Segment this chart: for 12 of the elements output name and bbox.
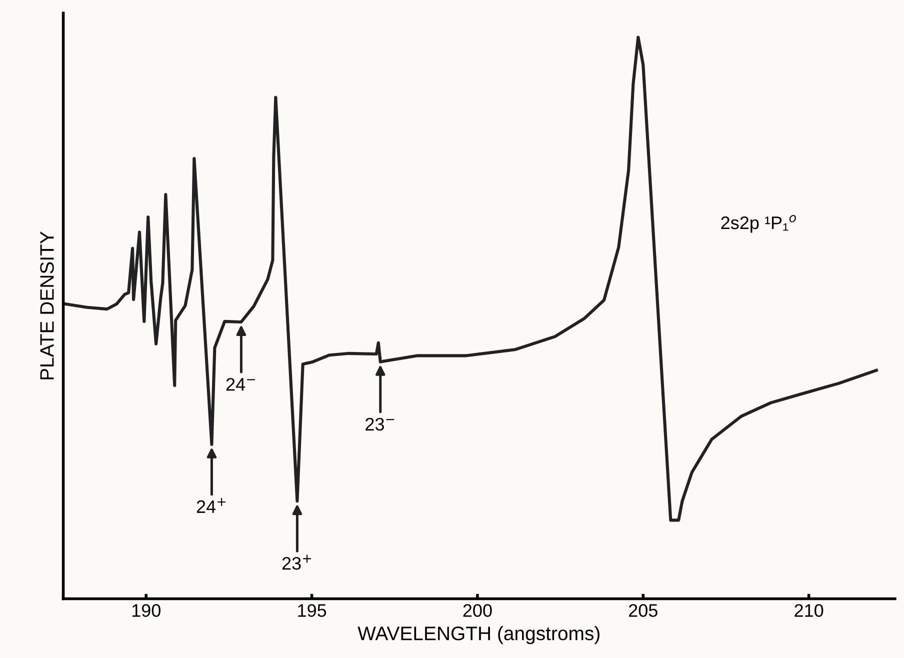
x-tick-label: 205 bbox=[628, 604, 658, 617]
x-tick-label: 195 bbox=[298, 604, 326, 617]
annotation: 23$^{−}$ bbox=[366, 418, 394, 431]
annotation: 2s2p ¹P₁$^{o}$ bbox=[721, 215, 796, 233]
y-axis-title: PLATE DENSITY bbox=[40, 231, 54, 380]
x-tick-label: 200 bbox=[463, 604, 492, 617]
annotation: 23$^{+}$ bbox=[282, 554, 312, 570]
x-axis-title: WAVELENGTH (angstroms) bbox=[358, 626, 600, 644]
annotation: 24$^{+}$ bbox=[196, 498, 226, 513]
x-tick-label: 210 bbox=[794, 604, 824, 617]
x-tick-label: 190 bbox=[132, 604, 160, 617]
annotation: 24$^{−}$ bbox=[226, 378, 256, 391]
